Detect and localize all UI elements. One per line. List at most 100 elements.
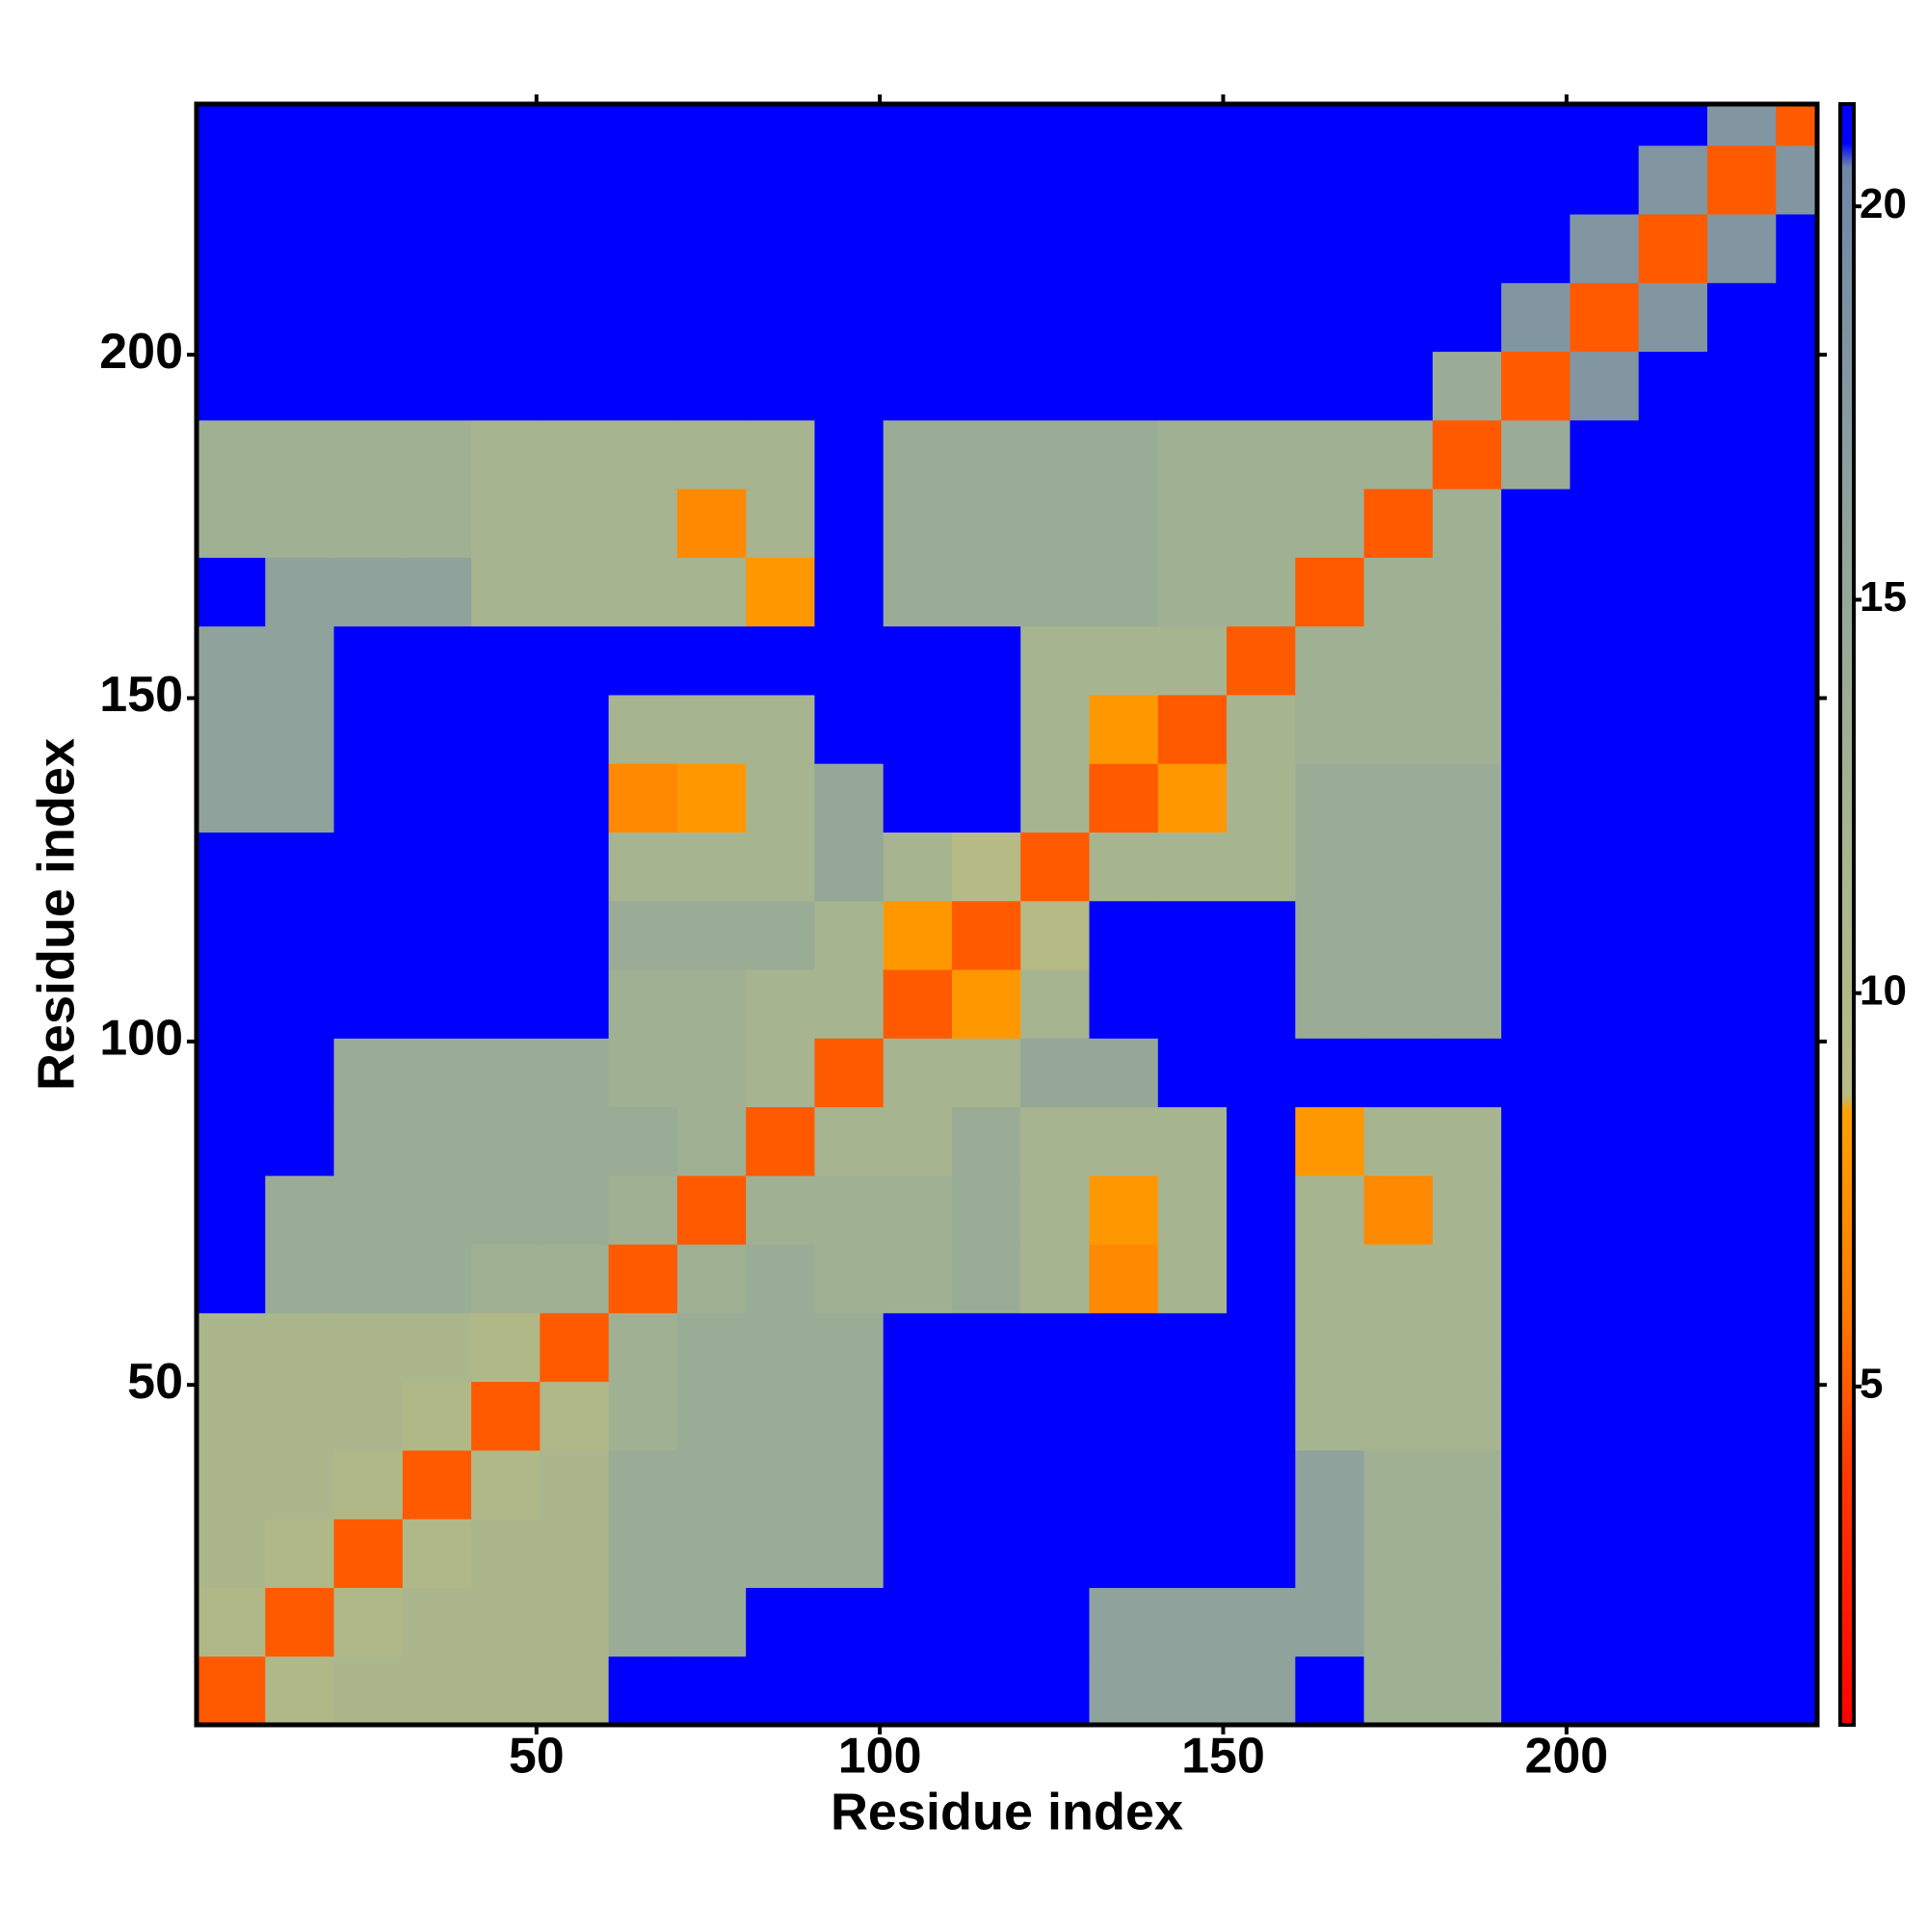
heatmap-cell (402, 104, 472, 146)
heatmap-cell (471, 1381, 541, 1451)
heatmap-cell (540, 900, 610, 970)
heatmap-cell (951, 351, 1021, 421)
heatmap-cell (402, 419, 472, 490)
heatmap-cell (1089, 763, 1159, 833)
heatmap-cell (1638, 900, 1708, 970)
heatmap-cell (1363, 1449, 1434, 1520)
heatmap-cell (1089, 1519, 1159, 1588)
heatmap-cell (951, 1449, 1021, 1520)
heatmap-cell (471, 214, 541, 283)
heatmap-cell (1295, 1381, 1365, 1451)
heatmap-cell (197, 1312, 266, 1383)
heatmap-cell (265, 1587, 335, 1657)
heatmap-cell (1501, 1312, 1571, 1383)
heatmap-cell (608, 1655, 678, 1726)
heatmap-cell (471, 1655, 541, 1726)
heatmap-cell (814, 1587, 884, 1657)
heatmap-cell (197, 214, 266, 283)
heatmap-cell (1363, 351, 1434, 421)
heatmap-cell (1020, 351, 1091, 421)
heatmap-cell (540, 694, 610, 764)
heatmap-cell (402, 145, 472, 215)
heatmap-cell (883, 1449, 953, 1520)
heatmap-cell (1020, 104, 1091, 146)
heatmap-cell (1776, 1381, 1818, 1451)
heatmap-cell (1776, 282, 1818, 353)
heatmap-cell (265, 1038, 335, 1108)
heatmap-cell (1020, 282, 1091, 353)
y-tick-label: 100 (99, 1011, 183, 1067)
heatmap-cell (1227, 1312, 1296, 1383)
heatmap-cell (1432, 900, 1502, 970)
heatmap-cell (1157, 763, 1227, 833)
heatmap-cell (676, 557, 747, 627)
heatmap-cell (676, 1519, 747, 1588)
heatmap-cell (1020, 489, 1091, 558)
heatmap-cell (951, 1106, 1021, 1177)
heatmap-cell (540, 832, 610, 902)
heatmap-cell (1501, 1449, 1571, 1520)
heatmap-cell (333, 1449, 404, 1520)
heatmap-cell (676, 625, 747, 696)
heatmap-cell (197, 832, 266, 902)
heatmap-cell (265, 489, 335, 558)
heatmap-cell (676, 351, 747, 421)
heatmap-cell (1020, 900, 1091, 970)
heatmap-cell (197, 1655, 266, 1726)
heatmap-cell (540, 625, 610, 696)
heatmap-cell (1706, 145, 1777, 215)
heatmap-cell (608, 104, 678, 146)
heatmap-cell (676, 969, 747, 1039)
heatmap-cell (676, 145, 747, 215)
heatmap-cell (1638, 1587, 1708, 1657)
heatmap-cell (1157, 104, 1227, 146)
heatmap-cell (265, 1519, 335, 1588)
heatmap-cell (1501, 694, 1571, 764)
heatmap-cell (1157, 1655, 1227, 1726)
heatmap-cell (883, 625, 953, 696)
heatmap-cell (814, 1106, 884, 1177)
heatmap-cell (1295, 1312, 1365, 1383)
heatmap-cell (402, 489, 472, 558)
heatmap-cell (1706, 214, 1777, 283)
heatmap-cell (333, 145, 404, 215)
heatmap-cell (1776, 419, 1818, 490)
heatmap-cell (676, 763, 747, 833)
heatmap-cell (1157, 1175, 1227, 1245)
heatmap-cell (402, 1244, 472, 1313)
heatmap-cell (197, 900, 266, 970)
heatmap-cell (1501, 1038, 1571, 1108)
heatmap-cell (1363, 419, 1434, 490)
x-tick-label: 50 (509, 1729, 565, 1785)
heatmap-cell (1295, 557, 1365, 627)
heatmap-cell (951, 489, 1021, 558)
heatmap-cell (1706, 1244, 1777, 1313)
heatmap-cell (1570, 1312, 1640, 1383)
heatmap-cell (1706, 1312, 1777, 1383)
heatmap-cell (814, 1175, 884, 1245)
heatmap-cell (1432, 1655, 1502, 1726)
heatmap-cell (883, 104, 953, 146)
heatmap-cell (197, 1587, 266, 1657)
heatmap-cell (402, 763, 472, 833)
heatmap-cell (265, 832, 335, 902)
heatmap-cell (1706, 351, 1777, 421)
heatmap-cell (1776, 557, 1818, 627)
heatmap-cell (1706, 694, 1777, 764)
heatmap-cell (883, 214, 953, 283)
heatmap-cell (333, 419, 404, 490)
heatmap-cell (814, 1655, 884, 1726)
heatmap-cell (814, 694, 884, 764)
heatmap-cell (402, 625, 472, 696)
heatmap-cell (540, 1381, 610, 1451)
heatmap-cell (471, 900, 541, 970)
heatmap-cell (1776, 351, 1818, 421)
heatmap-cell (1776, 900, 1818, 970)
heatmap-cell (1295, 832, 1365, 902)
heatmap-cell (471, 1038, 541, 1108)
heatmap-cell (333, 1655, 404, 1726)
heatmap-cell (333, 1381, 404, 1451)
heatmap-cell (1089, 1038, 1159, 1108)
heatmap-cell (1501, 1244, 1571, 1313)
heatmap-cell (1020, 419, 1091, 490)
